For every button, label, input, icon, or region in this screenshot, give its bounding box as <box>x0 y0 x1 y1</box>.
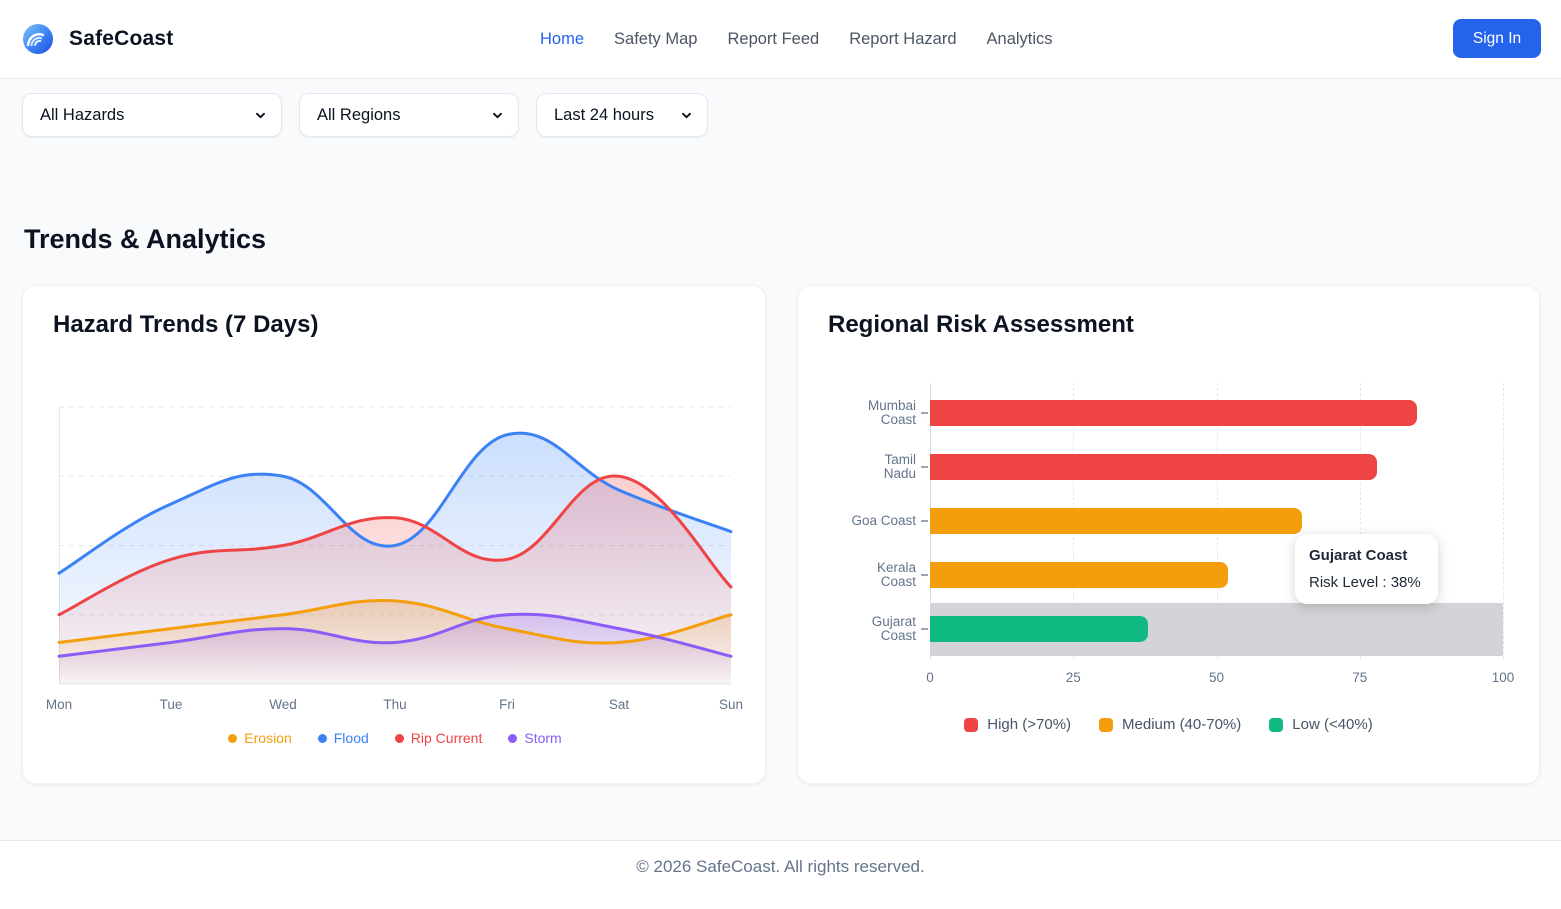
bar-tamil-nadu[interactable] <box>930 454 1377 480</box>
gridline-75 <box>1359 383 1361 659</box>
bar-gujarat-coast[interactable] <box>930 616 1148 642</box>
main-nav: Home Safety Map Report Feed Report Hazard An… <box>540 0 1053 79</box>
low-40-swatch-icon <box>1269 717 1284 732</box>
x-label-wed: Wed <box>269 697 297 712</box>
regional-risk-card: Regional Risk Assessment Mumbai Coast Tami… <box>797 285 1540 784</box>
line-rip-current <box>57 474 733 617</box>
legend-item-rip-current[interactable]: Rip Current <box>394 730 483 746</box>
nav-item-home[interactable]: Home <box>540 30 585 48</box>
bar-kerala-coast[interactable] <box>930 562 1228 588</box>
flood-dot-icon <box>317 733 327 743</box>
x-label-thu: Thu <box>383 697 407 712</box>
nav-item-report-hazard[interactable]: Report Hazard <box>849 30 957 48</box>
line-storm <box>57 612 733 658</box>
x-label-mon: Mon <box>45 697 73 712</box>
high-70-swatch-icon <box>964 717 979 732</box>
hazard-trends-title: Hazard Trends (7 Days) <box>53 311 319 338</box>
hazard-trends-card: Hazard Trends (7 Days) Mon Tue Wed Thu Fri Sa… <box>22 285 766 784</box>
legend-label-high-70: High (>70%) <box>987 716 1072 733</box>
x-tick-100: 100 <box>1491 670 1515 685</box>
nav-item-analytics[interactable]: Analytics <box>986 30 1053 48</box>
category-label-tamil-nadu: Tamil Nadu <box>883 451 916 481</box>
wave-logo-icon <box>20 21 56 57</box>
x-label-sat: Sat <box>608 697 630 712</box>
bar-tooltip: Gujarat Coast Risk Level : 38% <box>1295 534 1438 604</box>
app-header: SafeCoast Home Safety Map Report Feed Repor… <box>0 0 1561 79</box>
regional-risk-plot <box>930 383 1504 659</box>
category-tick-gujarat-coast <box>921 628 928 630</box>
bar-tooltip-value: Risk Level : 38% <box>1309 574 1421 591</box>
legend-label-storm: Storm <box>524 730 562 746</box>
category-tick-kerala-coast <box>921 574 928 576</box>
x-label-tue: Tue <box>159 697 183 712</box>
storm-dot-icon <box>508 733 518 743</box>
legend-item-flood[interactable]: Flood <box>317 730 369 746</box>
category-tick-goa-coast <box>921 520 928 522</box>
filters-bar: All Hazards All Regions Last 24 hours <box>22 93 708 137</box>
x-tick-75: 75 <box>1352 670 1368 685</box>
legend-item-storm[interactable]: Storm <box>508 730 562 746</box>
legend-item-low-40[interactable]: Low (<40%) <box>1269 716 1373 733</box>
time-filter-value: Last 24 hours <box>554 105 654 124</box>
hazard-filter[interactable]: All Hazards <box>22 93 282 137</box>
medium-40-70-swatch-icon <box>1099 717 1114 732</box>
copyright-text: © 2026 SafeCoast. All rights reserved. <box>636 857 925 876</box>
region-filter-value: All Regions <box>317 105 401 124</box>
x-tick-50: 50 <box>1208 670 1225 685</box>
bar-goa-coast[interactable] <box>930 508 1303 534</box>
category-label-kerala-coast: Kerala Coast <box>876 559 916 589</box>
regional-risk-title: Regional Risk Assessment <box>828 311 1134 338</box>
nav-item-safety-map[interactable]: Safety Map <box>614 30 698 48</box>
x-label-sun: Sun <box>718 697 744 712</box>
legend-item-medium-40-70[interactable]: Medium (40-70%) <box>1099 716 1241 733</box>
brand: SafeCoast <box>20 21 174 57</box>
regional-risk-legend: High (>70%) Medium (40-70%) Low (<40%) <box>798 716 1539 733</box>
x-tick-25: 25 <box>1065 670 1081 685</box>
region-filter[interactable]: All Regions <box>299 93 519 137</box>
line-erosion <box>57 598 733 645</box>
rip-current-dot-icon <box>394 733 404 743</box>
hazard-trends-legend: Erosion Flood Rip Current Storm <box>59 730 731 746</box>
nav-item-report-feed[interactable]: Report Feed <box>727 30 820 48</box>
legend-label-erosion: Erosion <box>244 730 292 746</box>
legend-label-low-40: Low (<40%) <box>1292 716 1373 733</box>
line-flood <box>57 431 733 575</box>
category-label-gujarat-coast: Gujarat Coast <box>871 613 916 643</box>
legend-label-flood: Flood <box>333 730 369 746</box>
bar-mumbai-coast[interactable] <box>930 400 1418 426</box>
section-title: Trends & Analytics <box>24 224 267 254</box>
hazard-trends-plot: Mon Tue Wed Thu Fri Sat Sun Erosion Flood Rip Cu… <box>46 406 743 746</box>
category-tick-mumbai-coast <box>921 412 928 414</box>
brand-name: SafeCoast <box>69 27 174 50</box>
hazard-trends-plot-svg <box>57 406 733 685</box>
erosion-dot-icon <box>228 733 238 743</box>
category-tick-tamil-nadu <box>921 466 928 468</box>
x-label-fri: Fri <box>499 697 515 712</box>
legend-item-high-70[interactable]: High (>70%) <box>964 716 1071 733</box>
hazard-filter-value: All Hazards <box>40 105 125 124</box>
category-label-goa-coast: Goa Coast <box>851 512 916 528</box>
bar-tooltip-title: Gujarat Coast <box>1309 547 1408 564</box>
x-tick-0: 0 <box>926 670 934 685</box>
legend-label-medium-40-70: Medium (40-70%) <box>1122 716 1242 733</box>
sign-in-button[interactable]: Sign In <box>1453 19 1541 58</box>
page-footer: © 2026 SafeCoast. All rights reserved. <box>0 840 1561 909</box>
gridline-100 <box>1503 383 1504 659</box>
category-label-mumbai-coast: Mumbai Coast <box>867 397 916 427</box>
legend-label-rip-current: Rip Current <box>410 730 483 746</box>
area-storm <box>59 614 731 684</box>
time-filter[interactable]: Last 24 hours <box>536 93 708 137</box>
legend-item-erosion[interactable]: Erosion <box>228 730 292 746</box>
